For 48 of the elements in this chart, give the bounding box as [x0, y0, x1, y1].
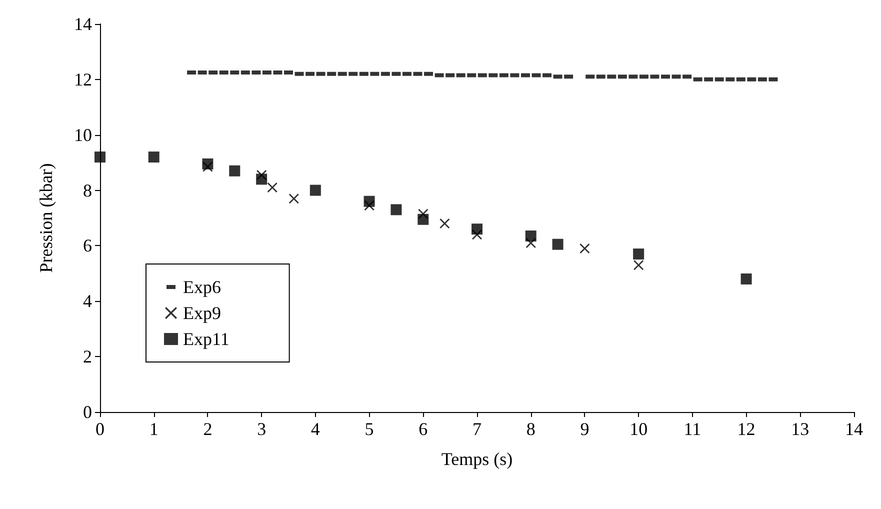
point	[202, 162, 213, 172]
point	[740, 273, 752, 284]
point	[580, 243, 590, 254]
y-axis-title: Pression (kbar)	[36, 163, 56, 273]
y-tick-label: 8	[83, 180, 92, 200]
point	[364, 200, 374, 211]
point	[310, 184, 321, 196]
x-tick-label: 1	[149, 419, 158, 439]
point	[472, 230, 482, 240]
y-tick-label: 2	[83, 346, 92, 367]
x-tick-label: 0	[96, 419, 104, 439]
point	[634, 260, 644, 270]
x-tick-label: 11	[684, 419, 702, 439]
point	[526, 238, 536, 248]
x-tick-label: 3	[257, 419, 266, 439]
legend-label: Exp11	[183, 329, 230, 349]
point	[256, 170, 267, 180]
x-tick-label: 10	[630, 419, 648, 439]
point	[418, 208, 428, 219]
x-tick-label: 13	[791, 419, 810, 439]
x-tick-label: 5	[364, 419, 374, 439]
x-tick-label: 8	[526, 419, 536, 439]
x-axis-title: Temps (s)	[441, 449, 513, 469]
y-tick-label: 14	[74, 14, 92, 34]
point	[94, 152, 106, 163]
y-tick-label: 12	[74, 69, 92, 90]
point	[440, 218, 450, 229]
point	[525, 230, 536, 242]
x-tick-label: 6	[418, 419, 428, 439]
point	[633, 248, 644, 260]
point	[390, 204, 402, 216]
y-tick-label: 10	[74, 124, 92, 145]
x-tick-label: 7	[472, 419, 482, 439]
y-tick-label: 4	[83, 291, 92, 312]
y-tick-label: 0	[83, 402, 92, 422]
x-tick-label: 4	[310, 419, 320, 439]
x-tick-label: 9	[580, 419, 590, 439]
x-tick-label: 12	[737, 419, 756, 439]
point	[229, 165, 240, 176]
legend-label: Exp6	[183, 277, 221, 297]
y-tick-label: 6	[83, 236, 92, 256]
x-tick-label: 2	[203, 419, 212, 439]
legend-label: Exp9	[183, 303, 221, 323]
point	[288, 194, 299, 204]
point	[267, 182, 278, 193]
point	[552, 238, 564, 250]
x-tick-label: 14	[845, 419, 863, 439]
point	[148, 152, 160, 163]
